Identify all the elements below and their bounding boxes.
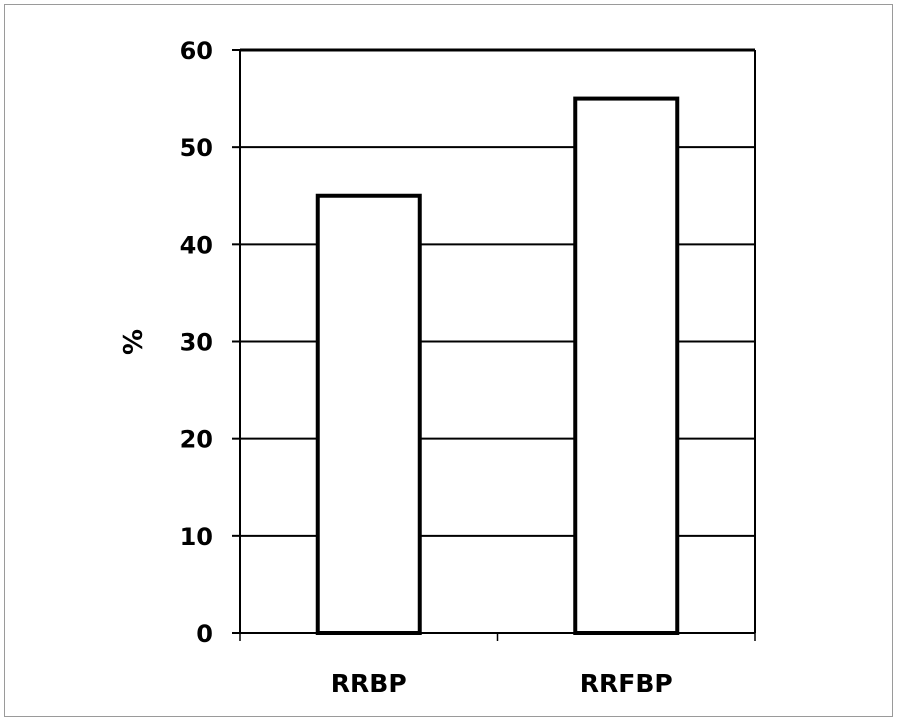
bar-rrfbp: [573, 96, 680, 636]
y-tick-label-40: 40: [180, 231, 213, 259]
y-tick-label-50: 50: [180, 134, 213, 162]
y-tick-label-60: 60: [180, 37, 213, 65]
y-tick-label-10: 10: [180, 523, 213, 551]
y-tick-label-0: 0: [196, 620, 213, 648]
chart-frame: [4, 4, 893, 717]
y-axis-label: %: [119, 329, 149, 355]
y-tick-labels: 0 10 20 30 40 50 60: [180, 37, 213, 648]
x-category-label-rrfbp: RRFBP: [580, 669, 673, 698]
x-category-label-rrbp: RRBP: [331, 669, 407, 698]
y-tick-label-30: 30: [180, 329, 213, 357]
x-category-labels: RRBP RRFBP: [331, 669, 673, 698]
bars: [315, 96, 680, 636]
bar-rrbp: [315, 193, 422, 635]
y-tick-label-20: 20: [180, 426, 213, 454]
